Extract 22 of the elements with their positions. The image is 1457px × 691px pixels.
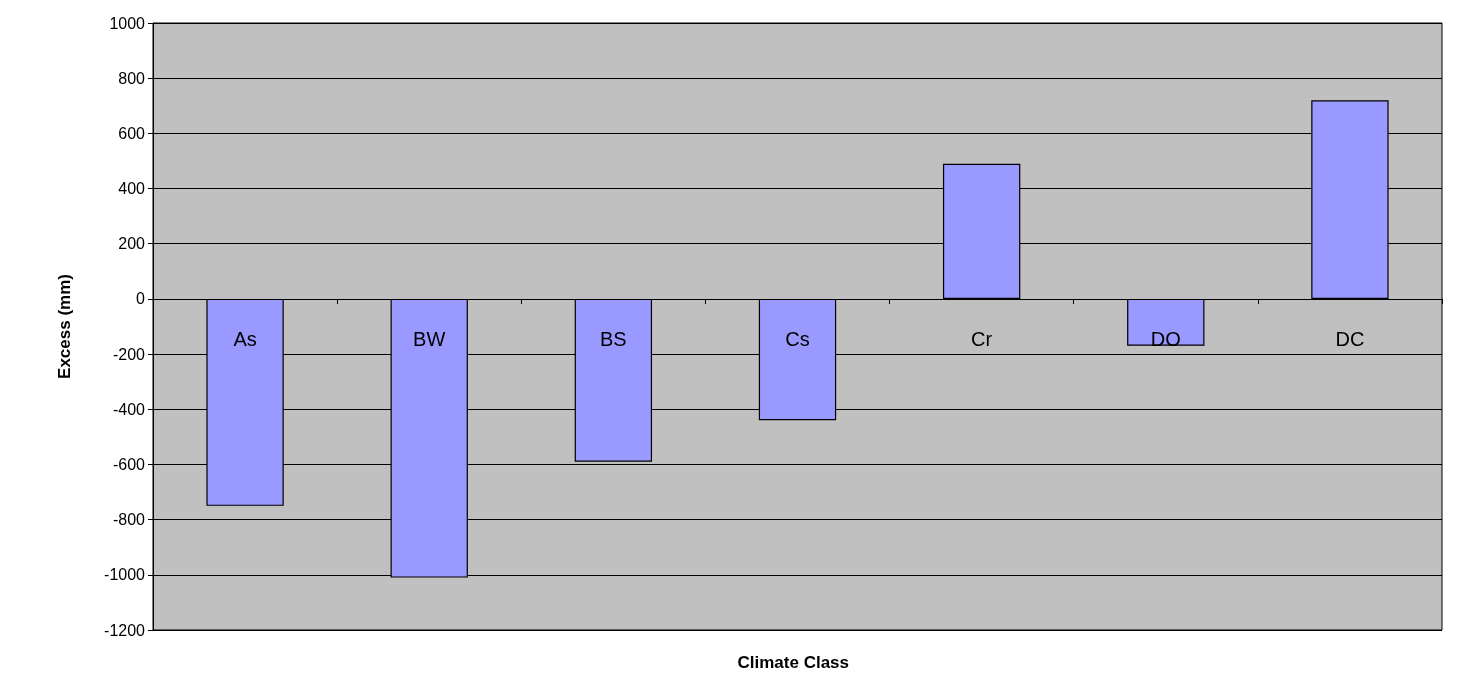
y-tick-label: -400 xyxy=(112,400,146,418)
bar xyxy=(1127,298,1205,346)
x-tick-label: BW xyxy=(413,327,446,350)
y-tick-label: -1000 xyxy=(104,566,146,584)
y-axis-title: Excess (mm) xyxy=(55,274,74,379)
x-tick-label: DC xyxy=(1335,327,1365,350)
y-tick-label: 600 xyxy=(118,124,146,142)
x-tick-label: BS xyxy=(600,327,627,350)
y-tick-label: -800 xyxy=(112,511,146,529)
x-tick-label: DO xyxy=(1150,327,1181,350)
y-tick-label: -200 xyxy=(112,345,146,363)
y-tick-label: 800 xyxy=(118,69,146,87)
x-tick-label: Cs xyxy=(785,327,810,350)
y-tick-label: 0 xyxy=(136,290,146,308)
x-axis-title: Climate Class xyxy=(737,653,849,672)
y-tick-label: -1200 xyxy=(104,621,146,639)
x-tick-label: Cr xyxy=(971,327,993,350)
y-tick-label: 200 xyxy=(118,235,146,253)
y-tick-label: 1000 xyxy=(109,14,146,32)
y-tick-label: 400 xyxy=(118,180,146,198)
x-tick-label: As xyxy=(233,327,257,350)
y-tick-label: -600 xyxy=(112,455,146,473)
